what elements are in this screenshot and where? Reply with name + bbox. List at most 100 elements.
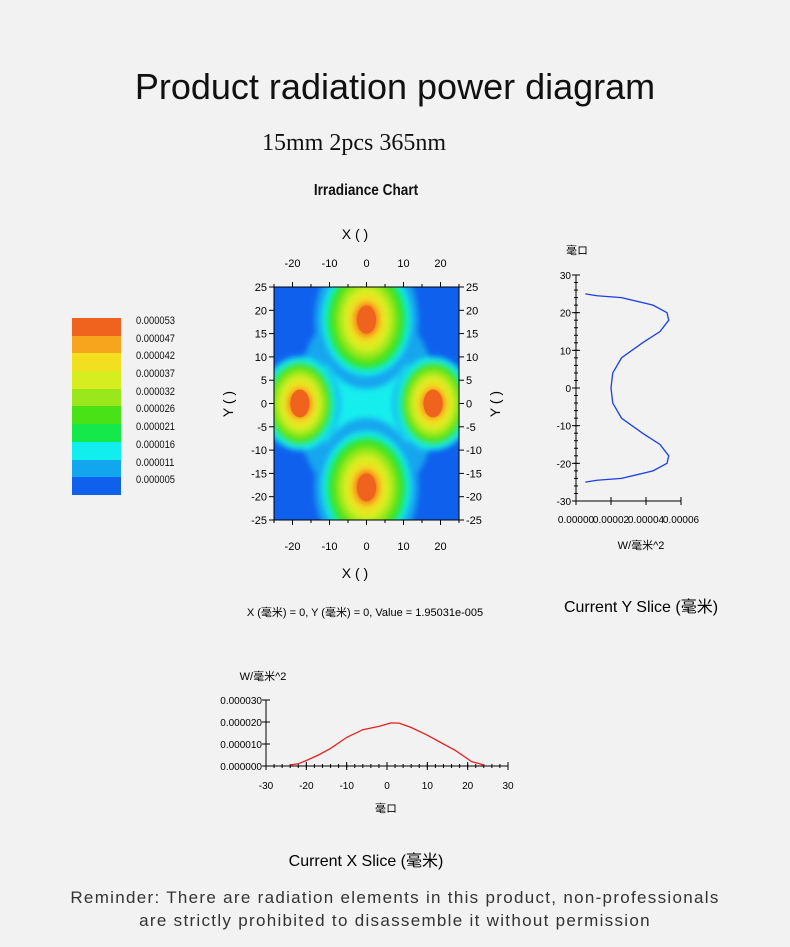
y-tick-label-left: 25: [255, 282, 267, 294]
x-slice-x-tick-label: -30: [259, 781, 274, 792]
y-tick-label-right: 0: [466, 399, 472, 411]
x-tick-label-bottom: 20: [434, 541, 446, 553]
y-tick-label-left: 0: [261, 399, 267, 411]
y-slice-y-tick-label: 20: [560, 309, 572, 320]
x-tick-label-top: -10: [322, 258, 338, 270]
legend-label: 0.000026: [136, 403, 176, 416]
heatmap-hotspot: [356, 473, 377, 502]
legend-swatch: [72, 335, 121, 354]
x-slice-series-line: [290, 722, 485, 766]
y-slice-y-axis-title: 毫ロ: [566, 243, 588, 257]
y-slice-chart: 30 20 10 0 -10 -20 -30 0.000000.000020.000040.0…: [557, 271, 700, 526]
x-tick-label-bottom: -10: [322, 541, 338, 553]
legend-swatch: [72, 388, 121, 407]
x-slice-x-tick-label: 30: [502, 781, 514, 792]
y-tick-label-right: -10: [466, 445, 482, 457]
y-tick-label-left: -25: [251, 515, 267, 527]
y-slice-title: Current Y Slice (毫米): [564, 597, 718, 616]
x-slice-x-tick-label: -20: [299, 781, 314, 792]
y-tick-label-left: 20: [255, 305, 267, 317]
y-slice-series-line: [585, 293, 670, 483]
y-slice-y-tick-label: 0: [565, 384, 571, 395]
legend-swatch: [72, 318, 121, 336]
y-slice-y-tick-label: -30: [557, 497, 572, 508]
y-tick-label-left: -15: [251, 468, 267, 480]
legend-swatch: [72, 424, 121, 442]
y-tick-label-left: 10: [255, 352, 267, 364]
x-slice-x-tick-label: 10: [422, 781, 434, 792]
y-tick-label-right: 15: [466, 329, 478, 341]
y-tick-label-right: 20: [466, 305, 478, 317]
y-tick-label-right: -15: [466, 468, 482, 480]
x-slice-x-tick-label: 20: [462, 781, 474, 792]
y-slice-y-tick-label: 10: [560, 346, 572, 357]
legend-swatch: [72, 353, 121, 372]
legend-label: 0.000047: [136, 332, 176, 345]
irradiance-chart-title: Irradiance Chart: [313, 182, 419, 199]
y-tick-label-right: 10: [466, 352, 478, 364]
x-slice-title: Current X Slice (毫米): [289, 851, 444, 870]
y-slice-x-tick-label: 0.00000: [558, 515, 595, 526]
reminder-line-2: are strictly prohibited to disassemble i…: [139, 911, 651, 930]
heatmap-axes: -20 -20 -10 -10 0 0 10 10 20 20 25 25 20 20 15 15 10 10 5 5…: [251, 258, 482, 553]
heatmap-x-axis-title-bottom: X ( ): [342, 565, 368, 581]
y-tick-label-right: -25: [466, 515, 482, 527]
heatmap-hotspot: [290, 389, 310, 418]
reminder-text: Reminder: There are radiation elements i…: [0, 886, 790, 932]
y-slice-x-tick-label: 0.00006: [663, 515, 700, 526]
x-slice-y-tick-label: 0.000030: [220, 696, 262, 707]
x-tick-label-bottom: -20: [285, 541, 301, 553]
y-tick-label-right: -20: [466, 492, 482, 504]
legend-swatch: [72, 441, 121, 460]
y-slice-y-tick-label: 30: [560, 271, 572, 282]
x-slice-chart: 0.000030 0.000020 0.000010 0.000000 -30 -20 -1…: [220, 696, 514, 792]
y-slice-y-tick-label: -10: [557, 422, 572, 433]
x-tick-label-bottom: 10: [397, 541, 409, 553]
legend-label: 0.000042: [136, 350, 176, 363]
x-tick-label-top: 20: [434, 258, 446, 270]
x-slice-y-tick-label: 0.000010: [220, 740, 262, 751]
x-slice-y-tick-label: 0.000000: [220, 762, 262, 773]
legend-swatch: [72, 477, 121, 495]
y-tick-label-left: -5: [257, 422, 267, 434]
legend-label: 0.000053: [136, 315, 176, 327]
x-slice-x-axis-title: 毫ロ: [375, 801, 397, 815]
x-slice-y-axis-title: W/毫米^2: [240, 669, 287, 683]
x-tick-label-bottom: 0: [363, 541, 369, 553]
y-tick-label-right: 25: [466, 282, 478, 294]
page-title: Product radiation power diagram: [134, 66, 656, 107]
legend-label: 0.000005: [136, 474, 176, 487]
y-slice-x-tick-label: 0.00004: [628, 515, 665, 526]
legend-label: 0.000021: [136, 421, 176, 434]
heatmap-y-axis-title-left: Y ( ): [220, 391, 236, 417]
x-slice-x-tick-label: -10: [339, 781, 354, 792]
x-tick-label-top: 0: [363, 258, 369, 270]
heatmap-y-axis-title-right: Y ( ): [487, 391, 503, 417]
heatmap-cursor-readout: X (毫米) = 0, Y (毫米) = 0, Value = 1.95031e…: [247, 605, 483, 619]
y-tick-label-left: 15: [255, 329, 267, 341]
y-tick-label-left: -10: [251, 445, 267, 457]
legend-label: 0.000032: [136, 385, 176, 398]
legend-label: 0.000037: [136, 368, 176, 381]
x-slice-y-tick-label: 0.000020: [220, 718, 262, 729]
y-tick-label-right: 5: [466, 375, 472, 387]
page-subtitle: 15mm 2pcs 365nm: [262, 130, 446, 156]
y-slice-y-tick-label: -20: [557, 459, 572, 470]
y-slice-x-axis-title: W/毫米^2: [618, 538, 665, 552]
y-tick-label-right: -5: [466, 422, 476, 434]
legend-swatch: [72, 406, 121, 425]
y-tick-label-left: 5: [261, 375, 267, 387]
heatmap-hotspot: [423, 389, 443, 418]
x-tick-label-top: -20: [285, 258, 301, 270]
heatmap-x-axis-title-top: X ( ): [342, 226, 368, 242]
y-tick-label-left: -20: [251, 492, 267, 504]
heatmap-plot-area: [274, 287, 459, 520]
x-slice-x-tick-label: 0: [384, 781, 390, 792]
heatmap-hotspot: [356, 305, 377, 334]
reminder-line-1: Reminder: There are radiation elements i…: [70, 888, 720, 907]
legend-label: 0.000016: [136, 438, 176, 451]
legend-swatch: [72, 371, 121, 389]
x-tick-label-top: 10: [397, 258, 409, 270]
legend-swatch: [72, 459, 121, 478]
